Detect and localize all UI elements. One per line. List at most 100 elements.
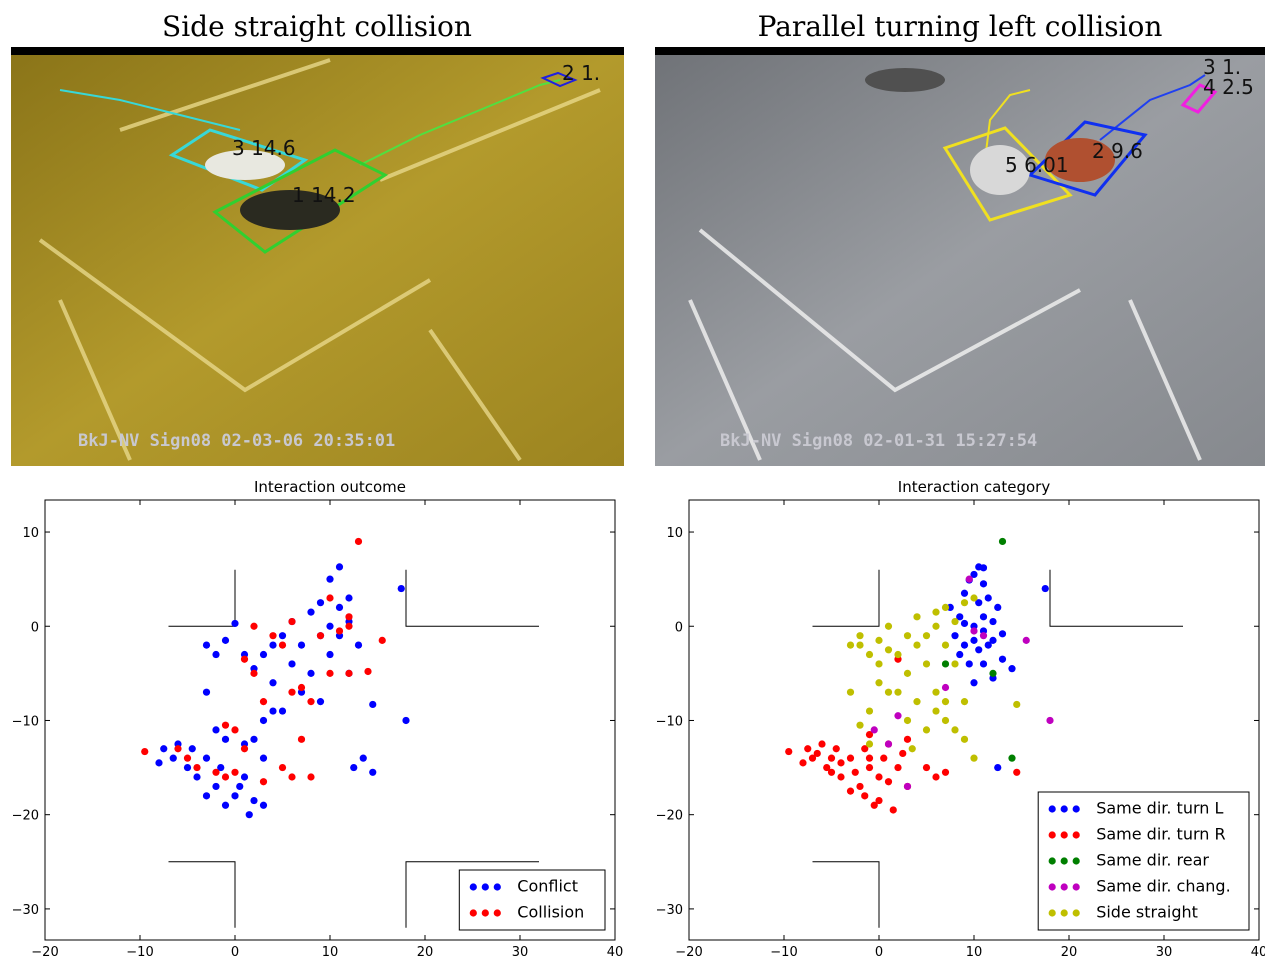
y-tick-label: 10 — [22, 526, 39, 541]
scatter-point — [369, 769, 376, 776]
y-tick-label: 10 — [666, 526, 683, 541]
scatter-point — [890, 806, 897, 813]
scatter-point — [994, 764, 1001, 771]
scatter-point — [966, 576, 973, 583]
scatter-point — [837, 759, 844, 766]
scatter-point — [250, 736, 257, 743]
scatter-point — [236, 783, 243, 790]
scatter-point — [885, 740, 892, 747]
scatter-point — [856, 722, 863, 729]
scatter-point — [866, 707, 873, 714]
scatter-point — [222, 637, 229, 644]
scatter-point — [170, 755, 177, 762]
scatter-point — [861, 792, 868, 799]
scatter-point — [985, 594, 992, 601]
scatter-point — [951, 618, 958, 625]
scatter-point — [184, 755, 191, 762]
scatter-point — [932, 707, 939, 714]
photo-title: Parallel turning left collision — [758, 10, 1163, 43]
scatter-point — [980, 564, 987, 571]
scatter-point — [203, 641, 210, 648]
scatter-point — [899, 750, 906, 757]
scatter-point — [326, 651, 333, 658]
legend-marker — [1073, 857, 1080, 864]
scatter-point — [189, 745, 196, 752]
legend-marker — [1061, 857, 1068, 864]
scatter-point — [279, 707, 286, 714]
scatter-point — [847, 755, 854, 762]
scatter-point — [970, 637, 977, 644]
legend-marker — [1049, 883, 1056, 890]
scatter-point — [875, 660, 882, 667]
scatter-point — [923, 764, 930, 771]
legend-marker — [1061, 831, 1068, 838]
scatter-point — [885, 646, 892, 653]
scatter-point — [307, 609, 314, 616]
timestamp: BkJ-NV Sign08 02-01-31 15:27:54 — [720, 431, 1037, 451]
scatter-point — [184, 764, 191, 771]
intersection-line — [1050, 570, 1183, 627]
y-tick-label: −20 — [12, 809, 39, 824]
track-label: 4 2.5 — [1203, 75, 1254, 99]
scatter-point — [193, 764, 200, 771]
legend-marker — [1049, 805, 1056, 812]
photo: 3 14.6 1 14.2 2 1. BkJ-NV Sign08 02-03-0… — [11, 47, 624, 466]
scatter-point — [942, 641, 949, 648]
scatter-point — [260, 778, 267, 785]
scatter-point — [932, 609, 939, 616]
intersection-line — [813, 862, 880, 928]
scatter-point — [904, 632, 911, 639]
scatter-point — [260, 717, 267, 724]
x-tick-label: 40 — [1251, 945, 1265, 960]
scatter-point — [369, 701, 376, 708]
scatter-point — [923, 660, 930, 667]
legend-marker — [1061, 883, 1068, 890]
scatter-point — [871, 726, 878, 733]
scatter-point — [250, 670, 257, 677]
scatter-point — [260, 698, 267, 705]
scatter-point — [360, 755, 367, 762]
scatter-point — [904, 783, 911, 790]
scatter-point — [909, 745, 916, 752]
scatter-point — [785, 748, 792, 755]
scatter-point — [231, 792, 238, 799]
scatter-point — [174, 745, 181, 752]
scatter-point — [279, 764, 286, 771]
scatter-point — [942, 660, 949, 667]
scatter-point — [961, 736, 968, 743]
scatter-point — [989, 637, 996, 644]
scatter-point — [961, 641, 968, 648]
figure: Side straight collision 3 14.6 1 14.2 2 … — [0, 0, 1265, 960]
scatter-point — [942, 698, 949, 705]
scatter-point — [961, 620, 968, 627]
scatter-point — [222, 802, 229, 809]
legend-label: Same dir. turn L — [1096, 799, 1223, 818]
scatter-point — [856, 783, 863, 790]
scatter-point — [355, 641, 362, 648]
legend-label: Same dir. turn R — [1096, 825, 1225, 844]
legend-label: Conflict — [517, 877, 578, 896]
scatter-point — [326, 670, 333, 677]
chart-title: Interaction category — [898, 478, 1051, 496]
scatter-point — [932, 623, 939, 630]
scatter-point — [999, 656, 1006, 663]
legend-marker — [1073, 831, 1080, 838]
scatter-point — [250, 797, 257, 804]
scatter-point — [260, 755, 267, 762]
scatter-point — [141, 748, 148, 755]
scatter-point — [942, 604, 949, 611]
legend-marker — [482, 909, 489, 916]
y-tick-label: 0 — [675, 620, 683, 635]
scatter-point — [298, 684, 305, 691]
scatter-point — [847, 689, 854, 696]
scatter-point — [951, 726, 958, 733]
x-tick-label: 10 — [966, 945, 983, 960]
scatter-point — [402, 717, 409, 724]
scatter-point — [989, 670, 996, 677]
scatter-point — [966, 660, 973, 667]
x-tick-label: 30 — [512, 945, 529, 960]
scatter-point — [160, 745, 167, 752]
scatter-point — [203, 755, 210, 762]
scatter-point — [932, 689, 939, 696]
intersection-line — [169, 862, 236, 928]
